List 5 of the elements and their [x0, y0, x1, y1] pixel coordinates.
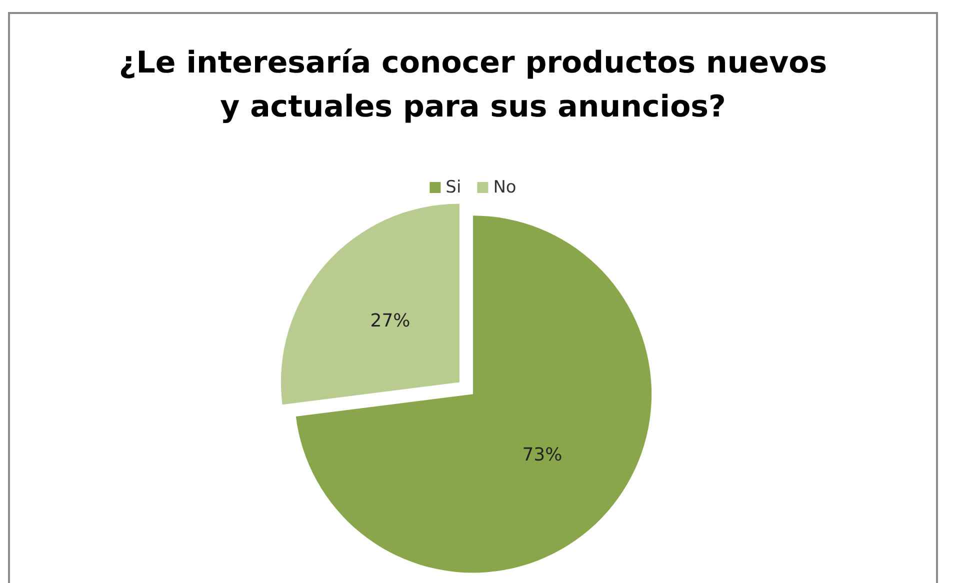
- data-label: 27%: [370, 310, 410, 332]
- legend-label: Si: [446, 178, 462, 198]
- legend-label: No: [493, 178, 516, 198]
- chart-title: ¿Le interesaría conocer productos nuevos y actuales para sus anuncios?: [118, 46, 828, 124]
- data-label: 73%: [522, 444, 562, 466]
